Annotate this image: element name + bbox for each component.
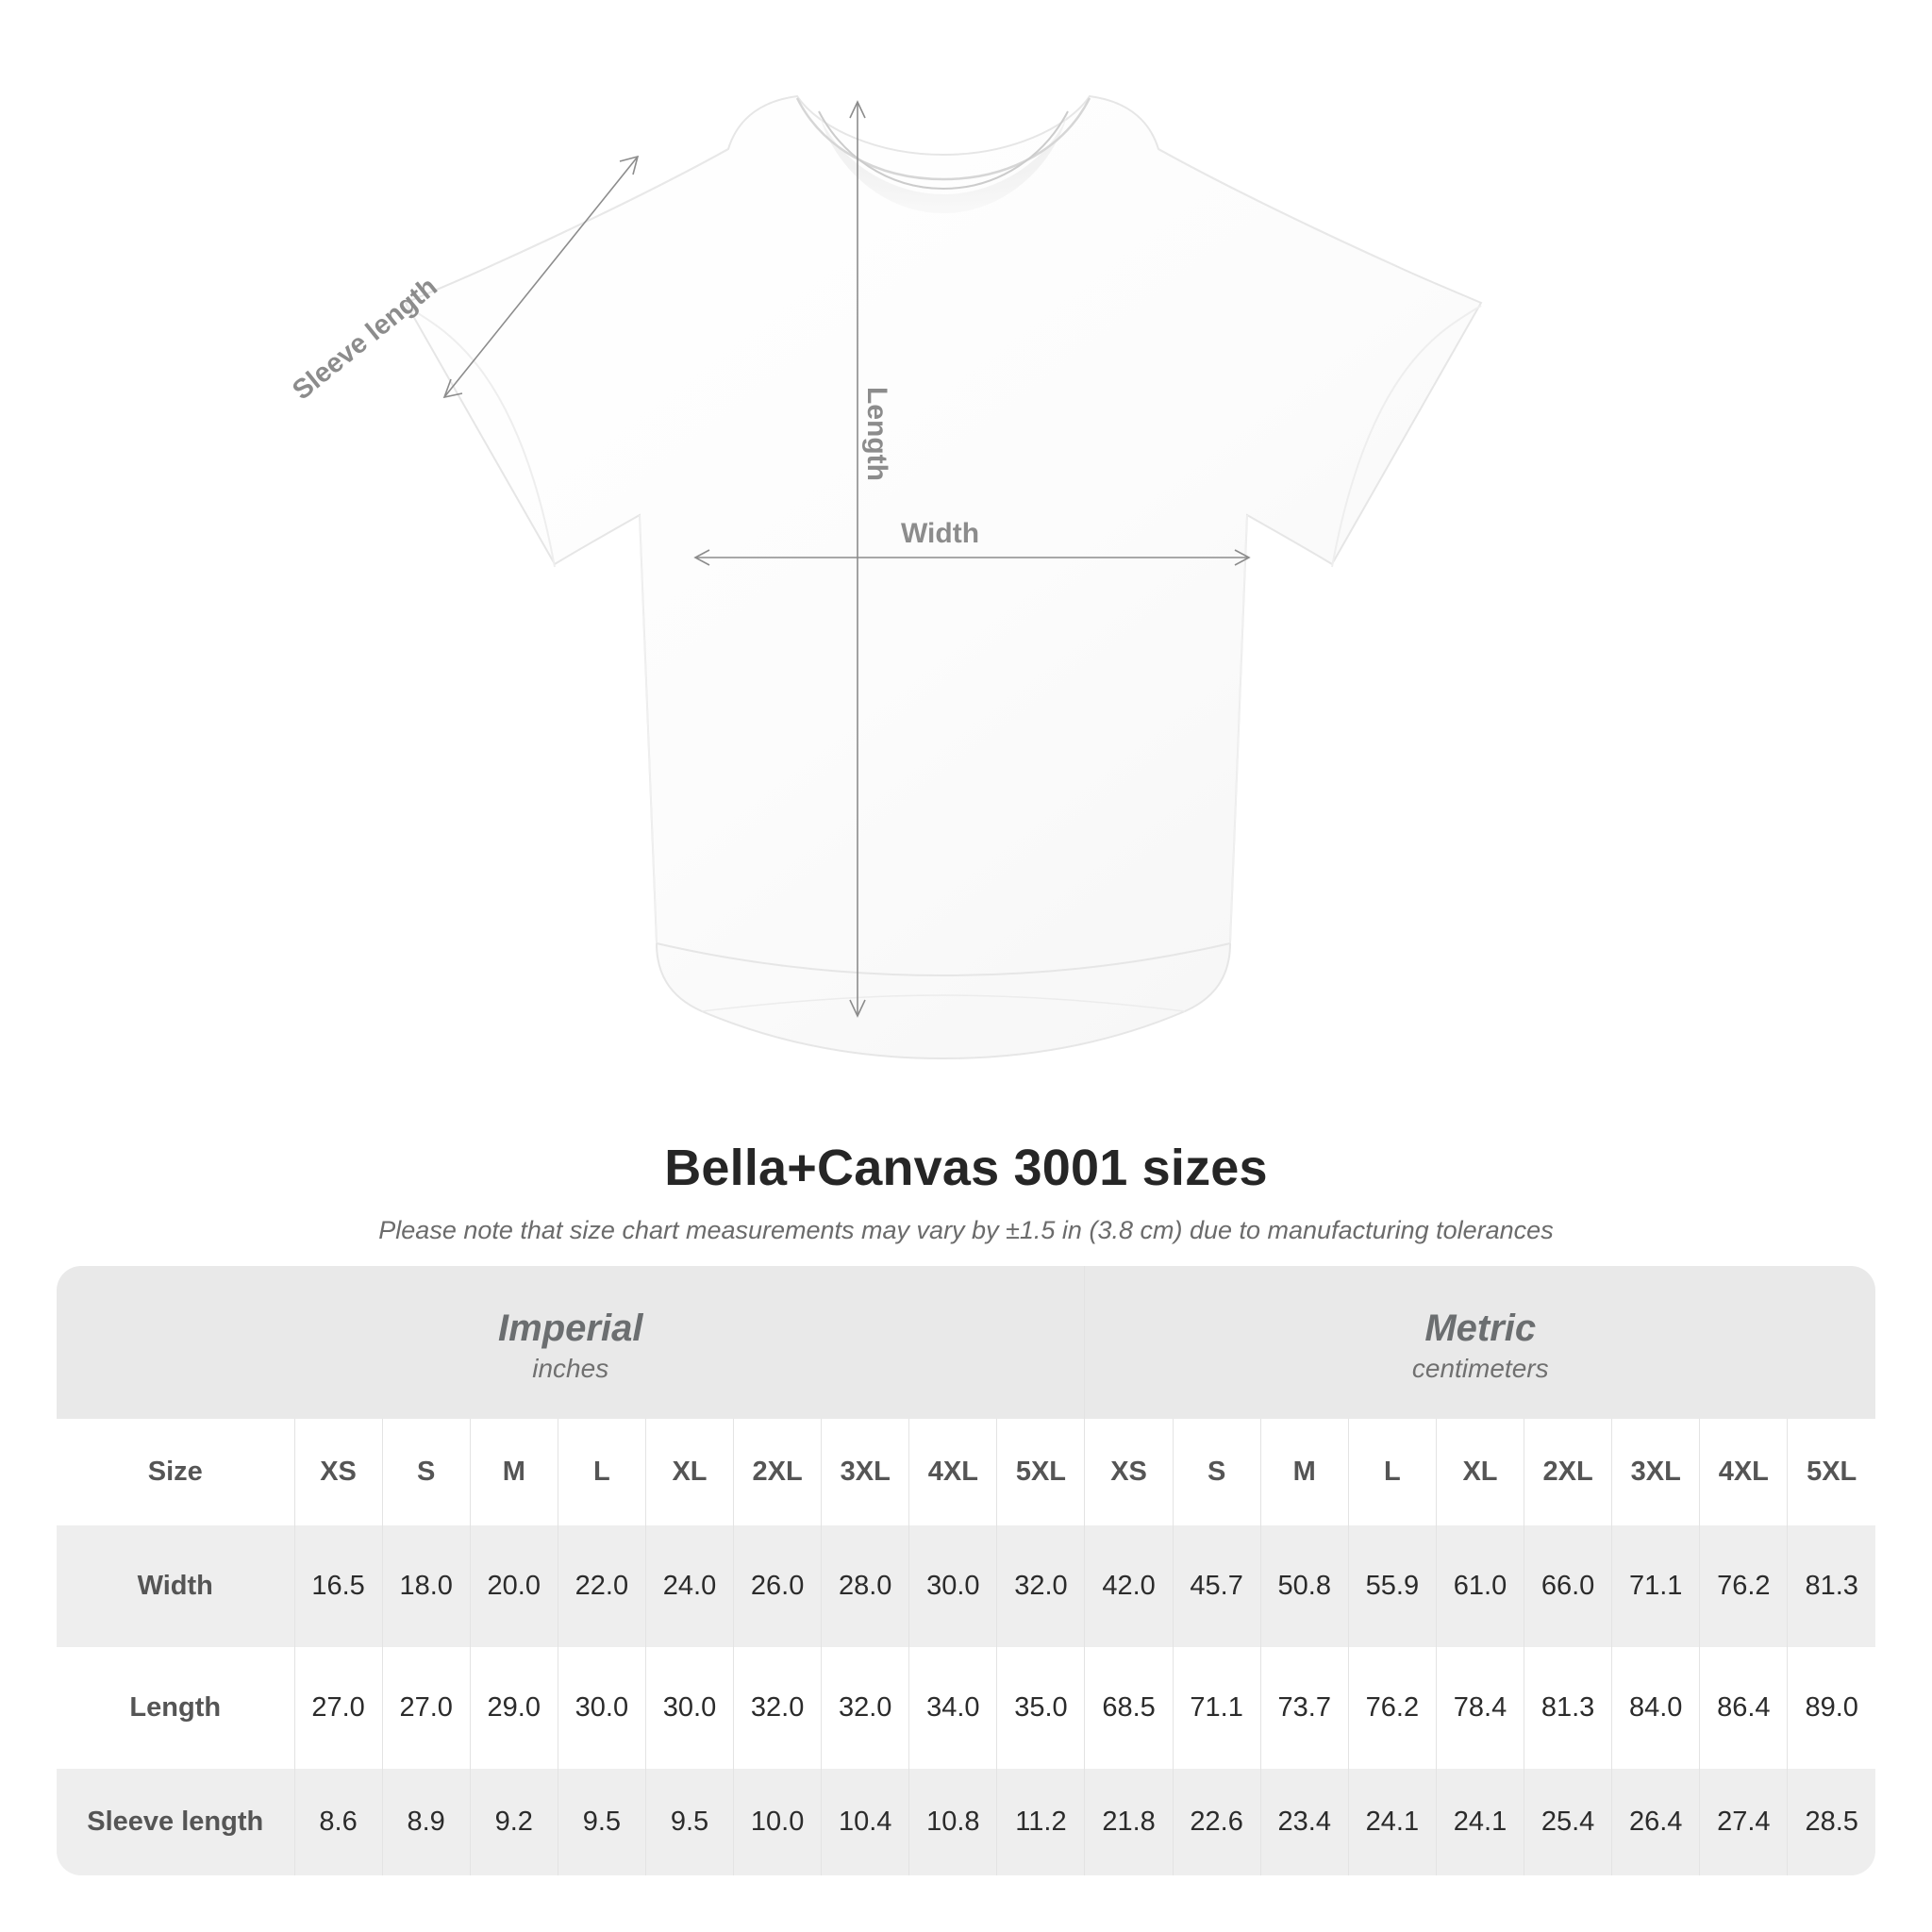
svg-text:Length: Length bbox=[861, 387, 892, 481]
svg-text:Width: Width bbox=[901, 518, 979, 549]
svg-text:Sleeve length: Sleeve length bbox=[287, 272, 442, 407]
